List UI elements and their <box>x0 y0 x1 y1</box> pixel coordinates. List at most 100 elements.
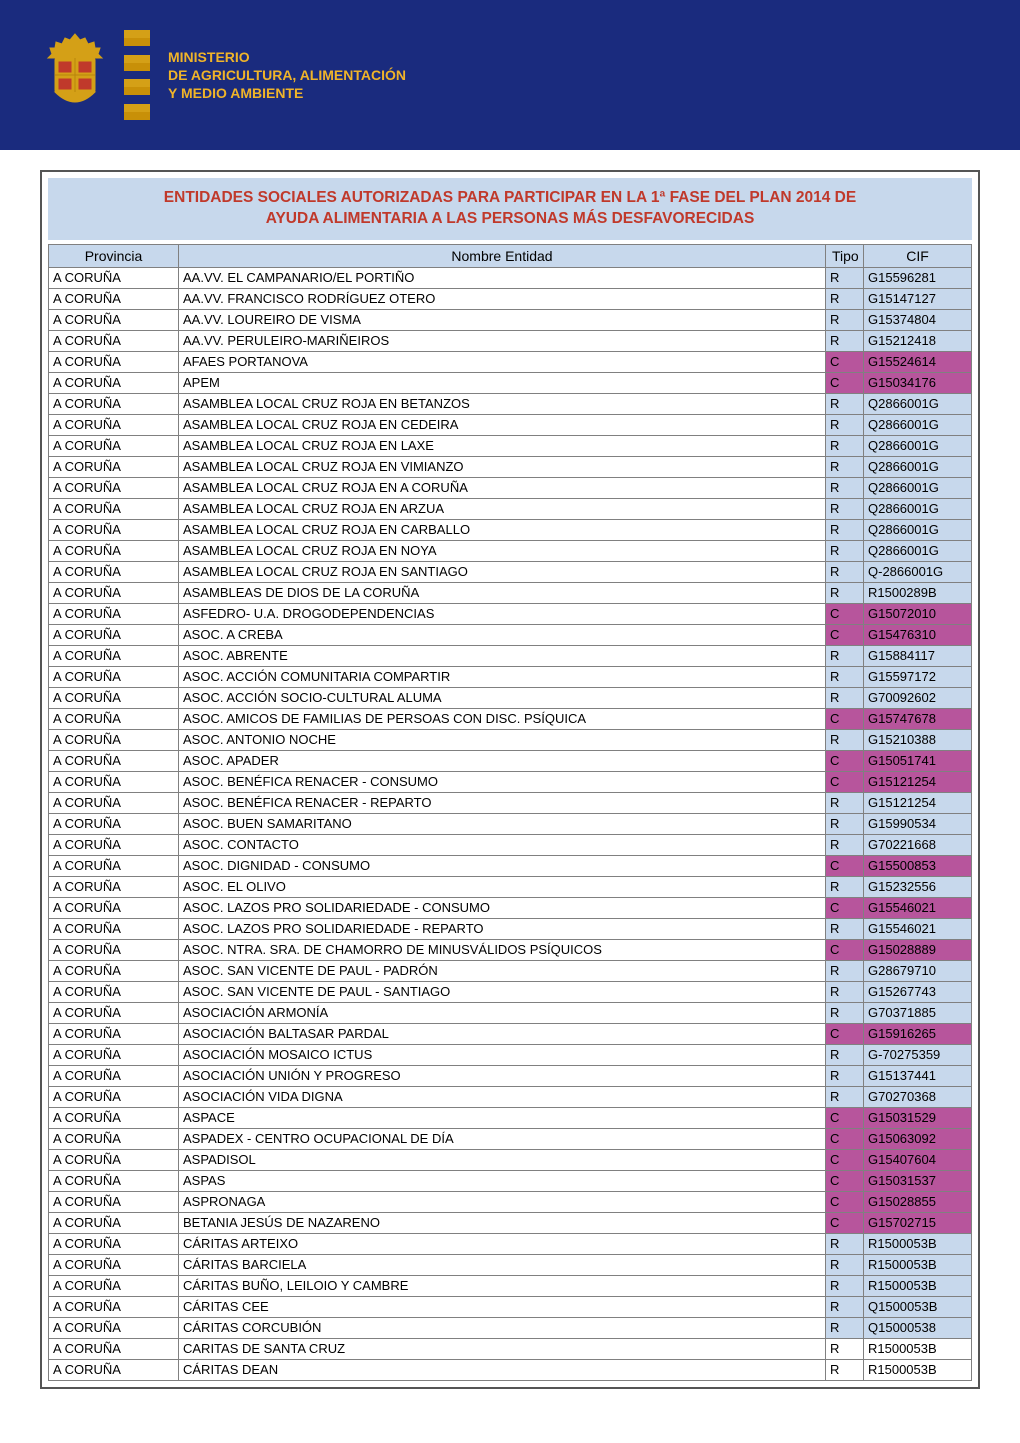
content-frame: ENTIDADES SOCIALES AUTORIZADAS PARA PART… <box>40 170 980 1389</box>
cell-provincia: A CORUÑA <box>49 519 179 540</box>
cell-cif: G15702715 <box>864 1212 972 1233</box>
cell-provincia: A CORUÑA <box>49 477 179 498</box>
cell-nombre: ASOC. LAZOS PRO SOLIDARIEDADE - CONSUMO <box>179 897 826 918</box>
cell-nombre: CÁRITAS CORCUBIÓN <box>179 1317 826 1338</box>
cell-tipo: R <box>826 792 864 813</box>
table-row: A CORUÑAASAMBLEA LOCAL CRUZ ROJA EN SANT… <box>49 561 972 582</box>
cell-provincia: A CORUÑA <box>49 1317 179 1338</box>
cell-provincia: A CORUÑA <box>49 1128 179 1149</box>
table-row: A CORUÑAASOCIACIÓN UNIÓN Y PROGRESORG151… <box>49 1065 972 1086</box>
cell-provincia: A CORUÑA <box>49 561 179 582</box>
document-title: ENTIDADES SOCIALES AUTORIZADAS PARA PART… <box>48 178 972 240</box>
cell-nombre: ASAMBLEA LOCAL CRUZ ROJA EN VIMIANZO <box>179 456 826 477</box>
cell-cif: G15916265 <box>864 1023 972 1044</box>
cell-tipo: C <box>826 1107 864 1128</box>
cell-nombre: ASOCIACIÓN VIDA DIGNA <box>179 1086 826 1107</box>
table-row: A CORUÑAAPEMCG15034176 <box>49 372 972 393</box>
cell-tipo: R <box>826 1044 864 1065</box>
cell-tipo: R <box>826 288 864 309</box>
table-row: A CORUÑAASOC. EL OLIVORG15232556 <box>49 876 972 897</box>
cell-cif: G28679710 <box>864 960 972 981</box>
cell-cif: G15374804 <box>864 309 972 330</box>
cell-tipo: R <box>826 1338 864 1359</box>
cell-cif: G15476310 <box>864 624 972 645</box>
cell-nombre: AA.VV. EL CAMPANARIO/EL PORTIÑO <box>179 267 826 288</box>
cell-cif: G15597172 <box>864 666 972 687</box>
cell-cif: G15137441 <box>864 1065 972 1086</box>
table-row: A CORUÑAASOCIACIÓN BALTASAR PARDALCG1591… <box>49 1023 972 1044</box>
cell-provincia: A CORUÑA <box>49 540 179 561</box>
cell-cif: G15210388 <box>864 729 972 750</box>
cell-provincia: A CORUÑA <box>49 708 179 729</box>
cell-tipo: R <box>826 1002 864 1023</box>
cell-nombre: ASPADISOL <box>179 1149 826 1170</box>
cell-tipo: C <box>826 1149 864 1170</box>
cell-cif: G15034176 <box>864 372 972 393</box>
cell-provincia: A CORUÑA <box>49 897 179 918</box>
table-row: A CORUÑAASOC. LAZOS PRO SOLIDARIEDADE - … <box>49 897 972 918</box>
cell-cif: G-70275359 <box>864 1044 972 1065</box>
cell-cif: G15072010 <box>864 603 972 624</box>
table-row: A CORUÑAASAMBLEA LOCAL CRUZ ROJA EN LAXE… <box>49 435 972 456</box>
cell-tipo: R <box>826 876 864 897</box>
cell-cif: R1500053B <box>864 1338 972 1359</box>
cell-nombre: ASOC. ABRENTE <box>179 645 826 666</box>
cell-tipo: R <box>826 477 864 498</box>
cell-nombre: ASOC. ACCIÓN SOCIO-CULTURAL ALUMA <box>179 687 826 708</box>
cell-provincia: A CORUÑA <box>49 981 179 1002</box>
cell-cif: G15051741 <box>864 750 972 771</box>
table-row: A CORUÑAASOC. DIGNIDAD - CONSUMOCG155008… <box>49 855 972 876</box>
cell-tipo: R <box>826 1359 864 1380</box>
crest-icon <box>40 30 110 120</box>
cell-provincia: A CORUÑA <box>49 1086 179 1107</box>
cell-tipo: C <box>826 1128 864 1149</box>
cell-tipo: C <box>826 1212 864 1233</box>
cell-cif: G15232556 <box>864 876 972 897</box>
table-row: A CORUÑAASAMBLEA LOCAL CRUZ ROJA EN CARB… <box>49 519 972 540</box>
cell-provincia: A CORUÑA <box>49 267 179 288</box>
cell-nombre: CÁRITAS BUÑO, LEILOIO Y CAMBRE <box>179 1275 826 1296</box>
cell-nombre: ASAMBLEA LOCAL CRUZ ROJA EN SANTIAGO <box>179 561 826 582</box>
cell-cif: Q15000538 <box>864 1317 972 1338</box>
table-row: A CORUÑAAA.VV. LOUREIRO DE VISMARG153748… <box>49 309 972 330</box>
cell-provincia: A CORUÑA <box>49 1296 179 1317</box>
cell-cif: G15500853 <box>864 855 972 876</box>
cell-cif: G15884117 <box>864 645 972 666</box>
cell-provincia: A CORUÑA <box>49 309 179 330</box>
table-row: A CORUÑACÁRITAS CORCUBIÓNRQ15000538 <box>49 1317 972 1338</box>
cell-nombre: ASAMBLEA LOCAL CRUZ ROJA EN LAXE <box>179 435 826 456</box>
cell-cif: Q2866001G <box>864 540 972 561</box>
table-row: A CORUÑAASOC. APADERCG15051741 <box>49 750 972 771</box>
table-row: A CORUÑAASOCIACIÓN ARMONÍARG70371885 <box>49 1002 972 1023</box>
table-row: A CORUÑAASOCIACIÓN MOSAICO ICTUSRG-70275… <box>49 1044 972 1065</box>
cell-tipo: R <box>826 687 864 708</box>
cell-provincia: A CORUÑA <box>49 1233 179 1254</box>
cell-nombre: ASOC. A CREBA <box>179 624 826 645</box>
title-line1: ENTIDADES SOCIALES AUTORIZADAS PARA PART… <box>68 188 952 209</box>
cell-provincia: A CORUÑA <box>49 1065 179 1086</box>
cell-nombre: ASOC. DIGNIDAD - CONSUMO <box>179 855 826 876</box>
table-row: A CORUÑAASFEDRO- U.A. DROGODEPENDENCIASC… <box>49 603 972 624</box>
cell-cif: G15407604 <box>864 1149 972 1170</box>
cell-tipo: R <box>826 729 864 750</box>
table-row: A CORUÑAASOC. BUEN SAMARITANORG15990534 <box>49 813 972 834</box>
cell-cif: R1500053B <box>864 1254 972 1275</box>
cell-provincia: A CORUÑA <box>49 1212 179 1233</box>
cell-nombre: ASAMBLEA LOCAL CRUZ ROJA EN CARBALLO <box>179 519 826 540</box>
cell-nombre: AFAES PORTANOVA <box>179 351 826 372</box>
cell-tipo: C <box>826 771 864 792</box>
cell-tipo: R <box>826 1233 864 1254</box>
cell-provincia: A CORUÑA <box>49 876 179 897</box>
cell-tipo: R <box>826 1086 864 1107</box>
table-row: A CORUÑAASPRONAGACG15028855 <box>49 1191 972 1212</box>
table-row: A CORUÑAASAMBLEA LOCAL CRUZ ROJA EN A CO… <box>49 477 972 498</box>
cell-nombre: AA.VV. LOUREIRO DE VISMA <box>179 309 826 330</box>
cell-tipo: R <box>826 267 864 288</box>
cell-cif: Q2866001G <box>864 435 972 456</box>
cell-tipo: R <box>826 414 864 435</box>
cell-nombre: ASPAS <box>179 1170 826 1191</box>
cell-cif: G15524614 <box>864 351 972 372</box>
cell-nombre: ASOC. EL OLIVO <box>179 876 826 897</box>
table-row: A CORUÑAASPADISOLCG15407604 <box>49 1149 972 1170</box>
table-row: A CORUÑAASOC. BENÉFICA RENACER - REPARTO… <box>49 792 972 813</box>
